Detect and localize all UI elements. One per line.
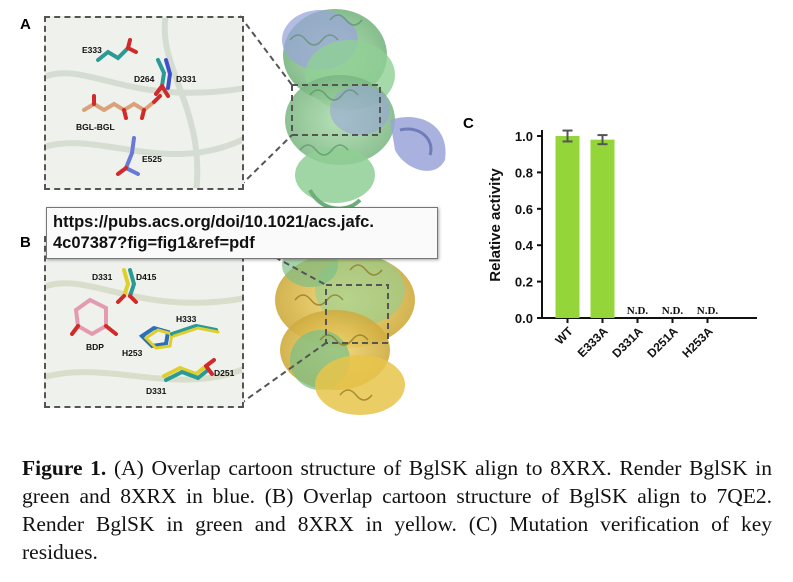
y-tick-label: 0.4 — [515, 238, 534, 253]
inset-a: E333 D264 D331 BGL-BGL E525 — [44, 16, 244, 190]
figure-1: A B C — [20, 9, 757, 415]
tooltip-line-2: 4c07387?fig=fig1&ref=pdf — [53, 234, 255, 252]
nd-annotation: N.D. — [662, 305, 684, 317]
caption-text: (A) Overlap cartoon structure of BglSK a… — [22, 456, 772, 564]
label-e525: E525 — [142, 154, 162, 164]
inset-b: D331 D415 H333 BDP H253 D251 D331 — [44, 236, 244, 408]
panel-letter-c: C — [463, 115, 474, 132]
label-bdp: BDP — [86, 342, 104, 352]
connector-lines — [239, 15, 327, 405]
label-d331-bottom: D331 — [146, 386, 167, 396]
panel-letter-b: B — [20, 234, 31, 251]
y-tick-label: 1.0 — [515, 129, 533, 144]
y-tick-label: 0.8 — [515, 165, 533, 180]
label-e333: E333 — [82, 45, 102, 55]
url-tooltip: https://pubs.acs.org/doi/10.1021/acs.jaf… — [46, 207, 438, 259]
category-label-wt: WT — [553, 324, 577, 348]
y-tick-label: 0.0 — [515, 311, 533, 326]
category-label-e333a: E333A — [575, 324, 611, 360]
tooltip-line-1: https://pubs.acs.org/doi/10.1021/acs.jaf… — [53, 213, 374, 231]
y-tick-label: 0.2 — [515, 275, 533, 290]
category-label-d331a: D331A — [609, 324, 646, 361]
label-d331: D331 — [176, 74, 197, 84]
relative-activity-chart: 0.0 0.2 0.4 0.6 0.8 1.0 WT E333A N.D. D331A N.D. D… — [487, 129, 757, 361]
nd-annotation: N.D. — [697, 305, 719, 317]
label-d415: D415 — [136, 272, 157, 282]
y-tick-label: 0.6 — [515, 202, 533, 217]
figure-caption: Figure 1. (A) Overlap cartoon structure … — [22, 454, 772, 566]
label-ligand: BGL-BGL — [76, 122, 115, 132]
inset-b-structure — [46, 268, 242, 383]
bar-wt — [555, 136, 580, 318]
y-axis-title: Relative activity — [487, 168, 504, 282]
label-d331-top: D331 — [92, 272, 113, 282]
label-h333: H333 — [176, 314, 197, 324]
label-h253: H253 — [122, 348, 143, 358]
category-label-d251a: D251A — [644, 324, 681, 361]
category-label-h253a: H253A — [679, 324, 716, 361]
nd-annotation: N.D. — [627, 305, 649, 317]
inset-a-structure — [46, 18, 242, 188]
label-d264: D264 — [134, 74, 155, 84]
caption-label: Figure 1. — [22, 456, 107, 480]
protein-structure-image — [275, 9, 446, 415]
label-d251: D251 — [214, 368, 235, 378]
panel-letter-a: A — [20, 16, 31, 33]
bar-e333a — [590, 139, 615, 318]
